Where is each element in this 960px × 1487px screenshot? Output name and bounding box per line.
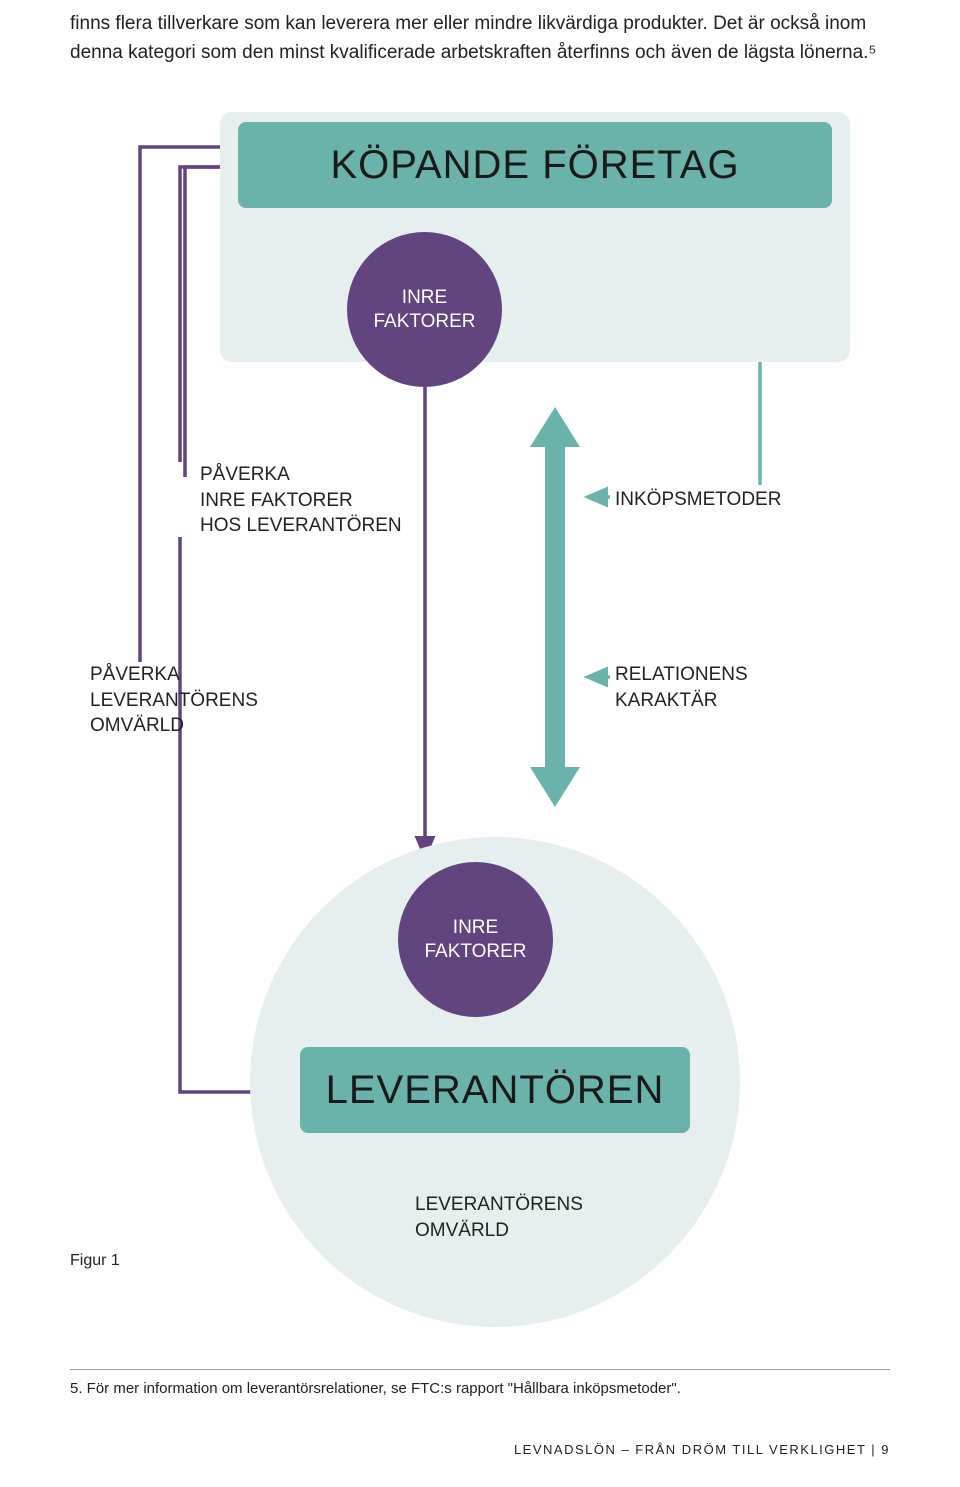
rel-l1: RELATIONENS bbox=[615, 662, 748, 688]
supplier-title: LEVERANTÖREN bbox=[300, 1047, 690, 1133]
box-relation-character: RELATIONENS KARAKTÄR bbox=[615, 662, 748, 713]
inner-factors-bot-label-2: FAKTORER bbox=[424, 940, 526, 964]
buyer-company-title: KÖPANDE FÖRETAG bbox=[238, 122, 832, 208]
supplier-environment-label: LEVERANTÖRENS OMVÄRLD bbox=[415, 1192, 583, 1243]
paverka1-l3: HOS LEVERANTÖREN bbox=[200, 513, 402, 539]
paverka1-l2: INRE FAKTORER bbox=[200, 488, 402, 514]
inkop-l1: INKÖPSMETODER bbox=[615, 487, 781, 513]
box-purchasing-methods: INKÖPSMETODER bbox=[615, 487, 781, 513]
paverka1-l1: PÅVERKA bbox=[200, 462, 402, 488]
inner-factors-bottom-circle: INRE FAKTORER bbox=[398, 862, 553, 1017]
figure-caption: Figur 1 bbox=[70, 1252, 120, 1270]
inner-factors-bot-label-1: INRE bbox=[453, 916, 498, 940]
sup-env-l2: OMVÄRLD bbox=[415, 1218, 583, 1244]
paverka2-l1: PÅVERKA bbox=[90, 662, 258, 688]
paverka2-l2: LEVERANTÖRENS bbox=[90, 688, 258, 714]
page-footer: LEVNADSLÖN – FRÅN DRÖM TILL VERKLIGHET |… bbox=[514, 1442, 890, 1457]
inner-factors-label-2: FAKTORER bbox=[373, 310, 475, 334]
intro-paragraph: finns flera tillverkare som kan leverera… bbox=[70, 0, 890, 67]
rel-l2: KARAKTÄR bbox=[615, 688, 748, 714]
box-influence-supplier-inner: PÅVERKA INRE FAKTORER HOS LEVERANTÖREN bbox=[200, 462, 402, 539]
inner-factors-label-1: INRE bbox=[402, 286, 447, 310]
inner-factors-top-circle: INRE FAKTORER bbox=[347, 232, 502, 387]
footnote: 5. För mer information om leverantörsrel… bbox=[70, 1369, 890, 1397]
diagram-container: KÖPANDE FÖRETAG INRE FAKTORER PÅVERKA IN… bbox=[70, 107, 890, 1307]
sup-env-l1: LEVERANTÖRENS bbox=[415, 1192, 583, 1218]
box-influence-supplier-env: PÅVERKA LEVERANTÖRENS OMVÄRLD bbox=[90, 662, 258, 739]
paverka2-l3: OMVÄRLD bbox=[90, 713, 258, 739]
